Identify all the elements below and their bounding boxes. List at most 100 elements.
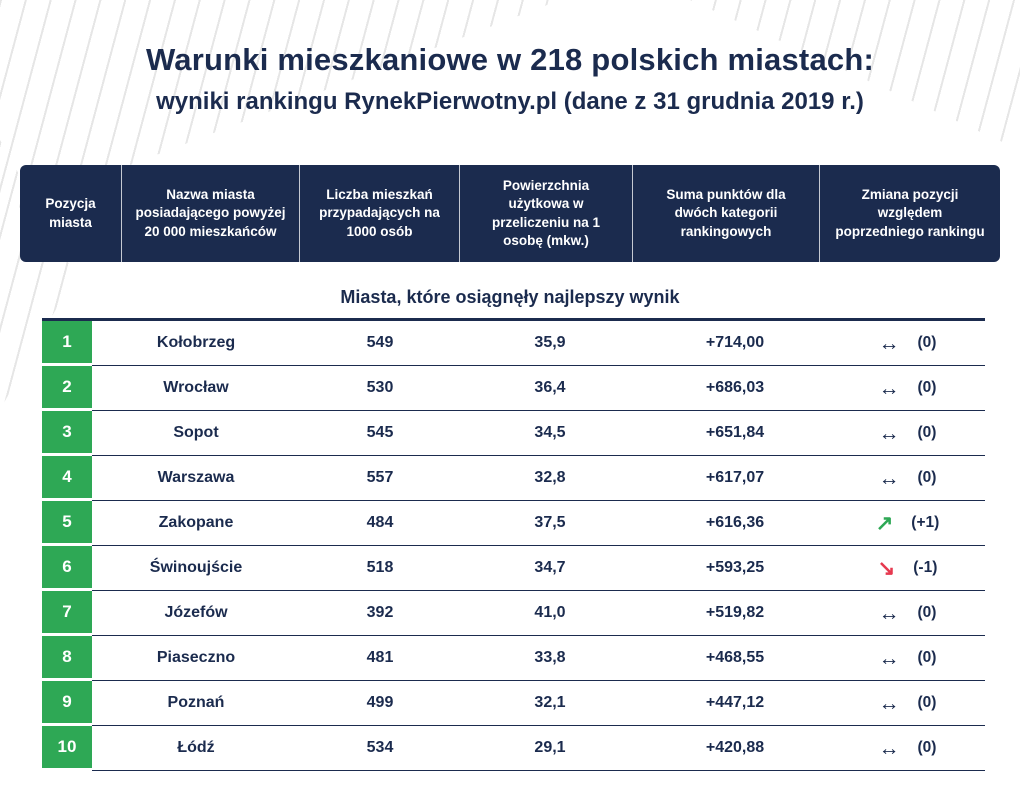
- city-name: Świnoujście: [149, 559, 243, 576]
- points-value: +617,07: [705, 469, 765, 486]
- city-name: Wrocław: [163, 379, 229, 396]
- points-value: +616,36: [705, 514, 765, 531]
- trend-same-icon: ↔: [878, 466, 900, 490]
- city-name: Zakopane: [158, 514, 234, 531]
- position-change: (0): [917, 649, 937, 666]
- position-change: (0): [917, 424, 937, 441]
- city-name: Józefów: [164, 604, 228, 621]
- position-change: (0): [917, 739, 937, 756]
- trend-cell: ↔ (0): [830, 366, 985, 410]
- rank-badge: 1: [42, 321, 92, 363]
- trend-cell: ↔ (0): [830, 456, 985, 500]
- column-header-apartments: Liczba mieszkań przypadających na 1000 o…: [300, 165, 460, 262]
- trend-same-icon: ↔: [878, 601, 900, 625]
- table-row: 6 Świnoujście 518 34,7 +593,25 ↘ (-1): [42, 546, 985, 591]
- apartments-value: 557: [366, 469, 394, 486]
- position-change: (0): [917, 334, 937, 351]
- trend-cell: ↔ (0): [830, 681, 985, 725]
- trend-cell: ↔ (0): [830, 636, 985, 680]
- position-change: (0): [917, 469, 937, 486]
- points-value: +420,88: [705, 739, 765, 756]
- trend-cell: ↔ (0): [830, 411, 985, 455]
- points-value: +714,00: [705, 334, 765, 351]
- trend-cell: ↘ (-1): [830, 546, 985, 590]
- table-row: 8 Piaseczno 481 33,8 +468,55 ↔ (0): [42, 636, 985, 681]
- rank-badge: 2: [42, 366, 92, 408]
- trend-same-icon: ↔: [878, 376, 900, 400]
- page-title: Warunki mieszkaniowe w 218 polskich mias…: [146, 42, 874, 77]
- trend-same-icon: ↔: [878, 736, 900, 760]
- apartments-value: 545: [366, 424, 394, 441]
- table-row: 9 Poznań 499 32,1 +447,12 ↔ (0): [42, 681, 985, 726]
- trend-same-icon: ↔: [878, 421, 900, 445]
- column-header-position: Pozycja miasta: [20, 165, 122, 262]
- points-value: +593,25: [705, 559, 765, 576]
- table-row: 5 Zakopane 484 37,5 +616,36 ↗ (+1): [42, 501, 985, 546]
- area-value: 33,8: [534, 649, 566, 666]
- position-change: (0): [917, 379, 937, 396]
- section-title: Miasta, które osiągnęły najlepszy wynik: [340, 287, 680, 307]
- area-value: 37,5: [534, 514, 566, 531]
- trend-cell: ↔ (0): [830, 321, 985, 365]
- rank-badge: 5: [42, 501, 92, 543]
- area-value: 36,4: [534, 379, 566, 396]
- rank-badge: 4: [42, 456, 92, 498]
- city-name: Warszawa: [157, 469, 235, 486]
- rank-badge: 7: [42, 591, 92, 633]
- area-value: 41,0: [534, 604, 566, 621]
- city-name: Sopot: [173, 424, 219, 441]
- column-header-city: Nazwa miasta posiadającego powyżej 20 00…: [122, 165, 300, 262]
- apartments-value: 481: [366, 649, 394, 666]
- table-row: 7 Józefów 392 41,0 +519,82 ↔ (0): [42, 591, 985, 636]
- apartments-value: 518: [366, 559, 394, 576]
- table-row: 2 Wrocław 530 36,4 +686,03 ↔ (0): [42, 366, 985, 411]
- city-name: Piaseczno: [156, 649, 236, 666]
- table-column-header: Pozycja miasta Nazwa miasta posiadająceg…: [20, 165, 1000, 262]
- area-value: 32,8: [534, 469, 566, 486]
- points-value: +686,03: [705, 379, 765, 396]
- position-change: (0): [917, 694, 937, 711]
- trend-down-icon: ↘: [877, 556, 896, 580]
- table-row: 4 Warszawa 557 32,8 +617,07 ↔ (0): [42, 456, 985, 501]
- column-header-points: Suma punktów dla dwóch kategorii ranking…: [633, 165, 820, 262]
- ranking-table: 1 Kołobrzeg 549 35,9 +714,00 ↔ (0) 2 Wro…: [42, 318, 985, 771]
- trend-cell: ↔ (0): [830, 726, 985, 770]
- apartments-value: 484: [366, 514, 394, 531]
- area-value: 34,5: [534, 424, 566, 441]
- position-change: (-1): [913, 559, 938, 576]
- trend-same-icon: ↔: [878, 331, 900, 355]
- points-value: +447,12: [705, 694, 765, 711]
- points-value: +519,82: [705, 604, 765, 621]
- table-row: 1 Kołobrzeg 549 35,9 +714,00 ↔ (0): [42, 321, 985, 366]
- trend-cell: ↔ (0): [830, 591, 985, 635]
- city-name: Łódź: [177, 739, 215, 756]
- trend-same-icon: ↔: [878, 646, 900, 670]
- column-header-change: Zmiana pozycji względem poprzedniego ran…: [835, 187, 985, 239]
- city-name: Kołobrzeg: [156, 334, 236, 351]
- points-value: +651,84: [705, 424, 765, 441]
- points-value: +468,55: [705, 649, 765, 666]
- rank-badge: 8: [42, 636, 92, 678]
- table-row: 3 Sopot 545 34,5 +651,84 ↔ (0): [42, 411, 985, 456]
- page-subtitle: wyniki rankingu RynekPierwotny.pl (dane …: [156, 88, 864, 115]
- area-value: 29,1: [534, 739, 566, 756]
- position-change: (+1): [911, 514, 940, 531]
- area-value: 35,9: [534, 334, 566, 351]
- trend-up-icon: ↗: [875, 511, 894, 535]
- trend-same-icon: ↔: [878, 691, 900, 715]
- rank-badge: 9: [42, 681, 92, 723]
- area-value: 32,1: [534, 694, 566, 711]
- trend-cell: ↗ (+1): [830, 501, 985, 545]
- apartments-value: 499: [366, 694, 394, 711]
- rank-badge: 10: [42, 726, 92, 768]
- table-row: 10 Łódź 534 29,1 +420,88 ↔ (0): [42, 726, 985, 771]
- apartments-value: 530: [366, 379, 394, 396]
- city-name: Poznań: [167, 694, 225, 711]
- position-change: (0): [917, 604, 937, 621]
- apartments-value: 392: [366, 604, 394, 621]
- apartments-value: 549: [366, 334, 394, 351]
- rank-badge: 3: [42, 411, 92, 453]
- area-value: 34,7: [534, 559, 566, 576]
- apartments-value: 534: [366, 739, 394, 756]
- column-header-area: Powierzchnia użytkowa w przeliczeniu na …: [460, 165, 633, 262]
